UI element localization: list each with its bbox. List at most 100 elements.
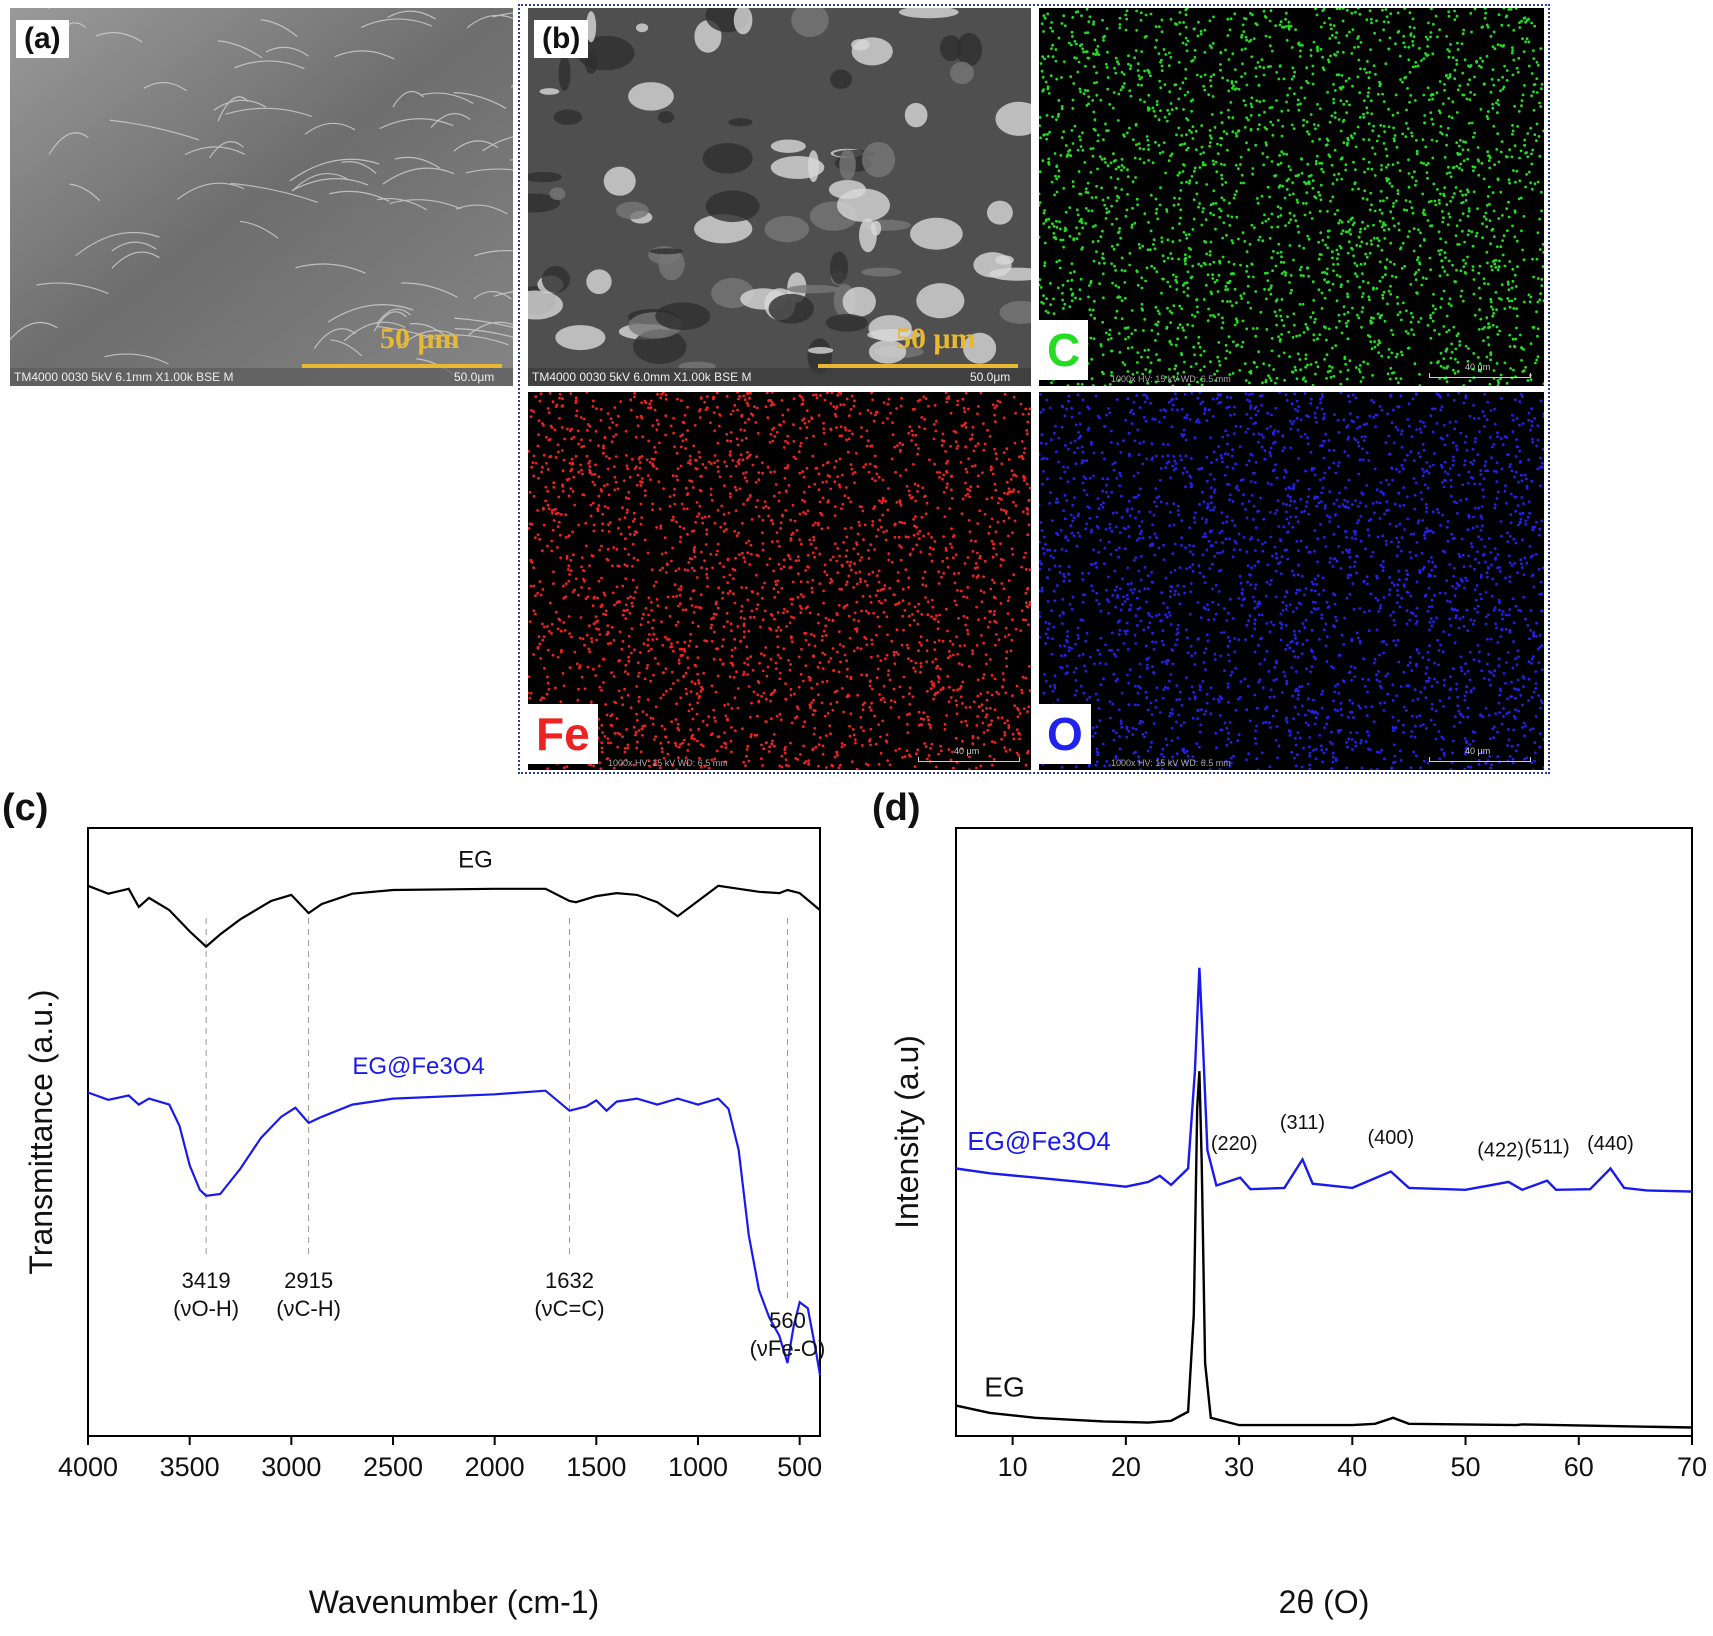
sem-flake-edge xyxy=(111,241,157,252)
eds-dot xyxy=(1358,116,1362,119)
eds-dot xyxy=(1367,86,1371,90)
eds-dot xyxy=(679,696,683,700)
eds-dot xyxy=(1159,86,1163,90)
eds-dot xyxy=(681,653,684,657)
eds-dot xyxy=(802,679,805,683)
eds-dot xyxy=(1535,60,1539,64)
eds-dot xyxy=(1426,162,1430,165)
eds-dot xyxy=(1514,180,1517,184)
eds-dot xyxy=(1399,247,1402,251)
eds-dot xyxy=(1305,326,1309,329)
eds-dot xyxy=(1497,13,1501,17)
eds-dot xyxy=(1242,292,1246,295)
eds-dot xyxy=(906,731,910,734)
eds-dot xyxy=(983,512,987,516)
eds-dot xyxy=(1177,257,1181,261)
eds-dot xyxy=(1021,412,1025,416)
eds-dot xyxy=(1268,35,1272,39)
eds-dot xyxy=(1389,210,1393,214)
eds-dot xyxy=(1377,134,1381,138)
eds-dot xyxy=(1286,93,1289,97)
eds-dot xyxy=(1401,241,1405,245)
eds-dot xyxy=(577,523,580,527)
eds-dot xyxy=(1398,169,1402,173)
eds-dot xyxy=(679,588,683,591)
eds-dot xyxy=(1268,236,1272,240)
eds-dot xyxy=(657,422,660,426)
eds-dot xyxy=(536,444,540,448)
eds-dot xyxy=(750,701,753,705)
eds-dot xyxy=(1244,379,1248,382)
eds-dot xyxy=(747,497,750,501)
eds-dot xyxy=(760,652,763,656)
eds-dot xyxy=(1270,256,1274,260)
eds-dot xyxy=(602,612,605,616)
eds-dot xyxy=(1507,8,1511,11)
eds-dot xyxy=(1454,280,1457,284)
eds-dot xyxy=(1466,214,1470,218)
eds-dot xyxy=(651,424,655,427)
eds-dot xyxy=(1445,314,1449,318)
eds-dot xyxy=(1376,92,1380,96)
eds-dot xyxy=(615,423,618,427)
eds-dot xyxy=(1010,469,1014,473)
eds-dot xyxy=(1471,244,1475,248)
eds-dot xyxy=(1202,349,1206,353)
eds-dot xyxy=(1353,182,1357,186)
eds-dot xyxy=(1129,64,1133,67)
eds-dot xyxy=(776,540,779,543)
eds-dot xyxy=(1430,117,1434,121)
eds-dot xyxy=(901,695,905,699)
eds-dot xyxy=(875,472,879,476)
eds-dot xyxy=(1530,72,1534,75)
eds-dot xyxy=(1205,183,1208,186)
eds-dot xyxy=(1242,99,1246,102)
eds-dot xyxy=(1397,228,1401,232)
eds-dot xyxy=(1363,227,1367,231)
eds-dot xyxy=(1402,301,1405,305)
eds-dot xyxy=(807,420,811,423)
eds-dot xyxy=(586,595,590,599)
eds-dot xyxy=(625,564,629,568)
eds-dot xyxy=(583,579,586,583)
eds-dot xyxy=(1187,233,1191,236)
eds-dot xyxy=(942,490,946,494)
eds-dot xyxy=(1085,8,1089,11)
eds-dot xyxy=(858,559,862,562)
eds-dot xyxy=(1332,83,1335,86)
eds-dot xyxy=(1216,152,1220,156)
eds-dot xyxy=(661,566,664,570)
eds-dot xyxy=(1438,28,1441,32)
eds-dot xyxy=(908,425,912,429)
eds-dot xyxy=(1275,71,1279,74)
eds-dot xyxy=(1361,220,1364,224)
eds-dot xyxy=(1120,188,1124,191)
eds-dot xyxy=(1195,73,1199,77)
eds-dot xyxy=(1249,102,1253,106)
sem-particle xyxy=(910,217,963,250)
eds-dot xyxy=(1301,377,1305,381)
eds-dot xyxy=(968,665,971,668)
eds-dot xyxy=(1427,200,1431,204)
eds-dot xyxy=(667,740,670,744)
eds-dot xyxy=(1357,35,1360,38)
eds-dot xyxy=(1510,299,1514,303)
eds-dot xyxy=(1251,275,1255,279)
eds-dot xyxy=(1092,110,1096,114)
eds-dot xyxy=(561,397,564,401)
eds-dot xyxy=(1471,165,1475,169)
eds-dot xyxy=(1406,235,1410,239)
eds-dot xyxy=(1232,262,1236,266)
eds-dot xyxy=(1051,29,1054,33)
eds-dot xyxy=(1178,197,1181,200)
eds-dot xyxy=(690,604,694,607)
eds-dot xyxy=(679,585,683,588)
eds-dot xyxy=(613,603,616,607)
eds-dot xyxy=(528,522,532,526)
eds-dot xyxy=(609,417,613,420)
eds-dot xyxy=(784,509,788,512)
eds-dot xyxy=(1307,237,1311,241)
sem-particle xyxy=(733,8,753,35)
eds-dot xyxy=(1156,332,1160,336)
eds-dot xyxy=(1303,213,1307,217)
